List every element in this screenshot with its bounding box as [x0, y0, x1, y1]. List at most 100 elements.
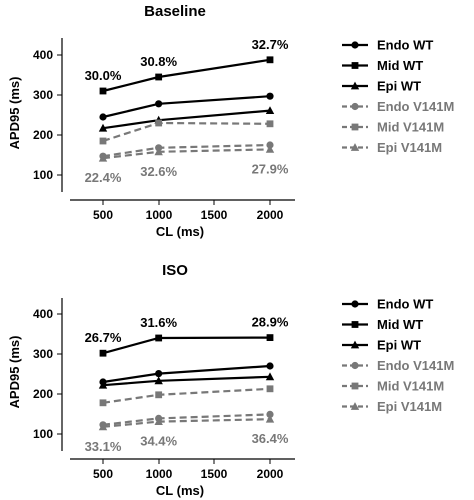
series-line	[102, 58, 271, 93]
data-point	[266, 56, 274, 64]
legend-label: Epi V141M	[377, 399, 442, 414]
y-tick-label: 400	[33, 48, 53, 62]
series-epi-wt	[98, 106, 275, 132]
x-ticks: 500 1000 1500 2000	[93, 459, 284, 481]
legend-marker	[350, 143, 360, 151]
data-point	[155, 119, 163, 127]
data-point	[99, 399, 107, 407]
legend-item: Epi WT	[342, 79, 421, 94]
x-ticks: 500 1000 1500 2000	[93, 200, 284, 222]
annotation-label: 32.6%	[140, 164, 177, 179]
annotations: 26.7% 31.6% 28.9% 33.1% 34.4% 36.4%	[85, 315, 289, 454]
legend-marker	[351, 102, 359, 111]
legend-marker	[350, 340, 360, 349]
series-endo-wt	[99, 92, 274, 121]
series-mid-wt	[99, 56, 274, 95]
data-point	[266, 334, 274, 341]
annotation-label: 34.4%	[140, 434, 177, 449]
x-tick-label: 1500	[201, 208, 228, 222]
data-point	[265, 414, 275, 423]
data-point	[266, 385, 274, 393]
legend-label: Epi WT	[377, 338, 421, 353]
data-point	[99, 137, 107, 145]
series-epi-v141m	[98, 145, 275, 162]
x-tick-label: 500	[93, 467, 113, 481]
legend-label: Epi WT	[377, 79, 421, 94]
series-mid-v141m	[99, 119, 274, 145]
y-axis-label: APD95 (ms)	[7, 336, 22, 409]
chart-baseline: Baseline 100 200 300 400 500 1000 1500 2…	[7, 3, 454, 239]
legend-item: Endo V141M	[342, 99, 454, 114]
legend-label: Endo V141M	[377, 358, 454, 373]
legend-item: Endo WT	[342, 38, 433, 53]
legend-label: Epi V141M	[377, 140, 442, 155]
legend-item: Endo WT	[342, 297, 433, 312]
legend-marker	[351, 300, 359, 308]
data-point	[155, 370, 163, 378]
y-tick-label: 300	[33, 347, 53, 361]
legend-marker	[351, 382, 359, 390]
y-ticks: 100 200 300 400	[33, 307, 62, 441]
x-tick-label: 2000	[257, 467, 284, 481]
data-point	[154, 376, 163, 385]
y-tick-label: 400	[33, 307, 53, 321]
legend: Endo WT Mid WT Epi WT Endo V141M Mid V141M Ep…	[342, 297, 454, 414]
series-epi-v141m	[98, 414, 275, 431]
data-point	[265, 145, 275, 153]
annotations: 30.0% 30.8% 32.7% 22.4% 32.6% 27.9%	[85, 37, 289, 185]
annotation-label: 32.7%	[252, 37, 289, 52]
series-line	[102, 95, 271, 119]
data-point	[154, 417, 163, 425]
legend-item: Endo V141M	[342, 358, 454, 373]
plot-area	[98, 56, 275, 162]
y-axis-label: APD95 (ms)	[7, 77, 22, 150]
y-tick-label: 100	[33, 427, 53, 441]
chart-title: Baseline	[144, 3, 206, 20]
legend-item: Epi V141M	[342, 399, 442, 414]
annotation-label: 36.4%	[252, 431, 289, 446]
annotation-label: 26.7%	[85, 330, 122, 345]
data-point	[266, 92, 274, 100]
legend-label: Endo WT	[377, 38, 433, 53]
series-endo-wt	[99, 362, 274, 386]
data-point	[155, 100, 163, 108]
data-point	[154, 147, 163, 156]
data-point	[266, 410, 274, 418]
data-point	[98, 422, 108, 431]
data-point	[99, 113, 107, 121]
legend-item: Mid V141M	[342, 379, 444, 394]
data-point	[98, 123, 108, 132]
legend-item: Mid WT	[342, 58, 423, 73]
annotation-label: 28.9%	[252, 315, 289, 330]
y-tick-label: 200	[33, 387, 53, 401]
legend-item: Epi WT	[342, 338, 421, 353]
legend-marker	[350, 402, 360, 410]
data-point	[98, 153, 108, 162]
legend-marker	[350, 81, 360, 90]
data-point	[155, 391, 163, 399]
chart-iso: ISO 100 200 300 400 500 1000 1500 2000 C…	[7, 262, 454, 498]
x-tick-label: 1000	[146, 208, 173, 222]
legend-marker	[351, 321, 359, 328]
y-tick-label: 100	[33, 168, 53, 182]
legend-label: Endo WT	[377, 297, 433, 312]
x-tick-label: 1500	[201, 467, 228, 481]
legend-marker	[351, 123, 359, 131]
annotation-label: 33.1%	[85, 439, 122, 454]
series-mid-wt	[99, 334, 274, 357]
legend-item: Mid WT	[342, 317, 423, 332]
x-axis-label: CL (ms)	[156, 224, 204, 239]
data-point	[98, 380, 108, 389]
series-line	[102, 413, 271, 426]
data-point	[99, 87, 107, 95]
legend-label: Endo V141M	[377, 99, 454, 114]
data-point	[155, 334, 163, 342]
x-tick-label: 1000	[146, 467, 173, 481]
legend-marker	[351, 41, 359, 49]
series-line	[102, 387, 271, 404]
legend-item: Epi V141M	[342, 140, 442, 155]
annotation-label: 31.6%	[140, 315, 177, 330]
data-point	[265, 372, 275, 381]
y-tick-label: 300	[33, 88, 53, 102]
annotation-label: 30.0%	[85, 68, 122, 83]
